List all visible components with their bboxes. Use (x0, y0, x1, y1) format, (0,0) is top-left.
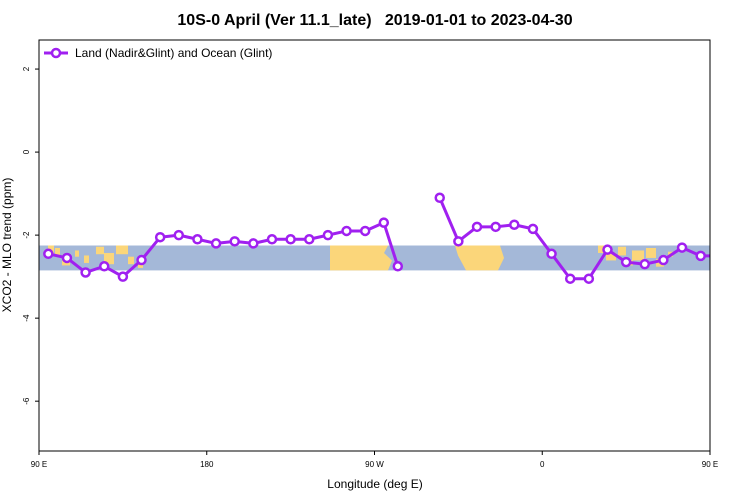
data-point (61, 252, 73, 264)
data-point (136, 254, 147, 266)
data-point (734, 254, 742, 262)
land-patch (55, 247, 60, 256)
plot-area (39, 192, 742, 284)
legend: Land (Nadir&Glint) and Ocean (Glint) (44, 46, 272, 60)
data-point (154, 231, 166, 243)
y-tick-label: 0 (22, 149, 31, 154)
data-point (266, 234, 278, 245)
x-tick-label: 0 (540, 460, 545, 469)
data-point (229, 236, 240, 247)
x-tick-label: 90 E (31, 460, 47, 469)
land-patch (598, 245, 604, 253)
x-axis: 90 E 180 90 W 0 90 E (31, 451, 718, 469)
land-patch (606, 252, 616, 261)
data-point (583, 273, 595, 284)
data-point (564, 273, 576, 284)
y-axis: 2 0 -2 -4 -6 (22, 66, 39, 405)
y-tick-label: -6 (22, 397, 31, 405)
data-point (285, 234, 296, 245)
data-point (392, 261, 404, 272)
data-point (695, 250, 706, 262)
data-point (80, 267, 91, 278)
data-point (509, 219, 520, 230)
data-point (341, 225, 352, 237)
data-point (715, 252, 723, 260)
data-point (359, 225, 371, 237)
chart-title: 10S-0 April (Ver 11.1_late) 2019-01-01 t… (177, 12, 572, 29)
data-point (434, 192, 445, 204)
x-tick-label: 90 E (702, 460, 718, 469)
land-africa (455, 245, 504, 271)
x-tick-label: 180 (200, 460, 214, 469)
land-patch (104, 252, 114, 265)
data-point (173, 229, 185, 241)
data-point (453, 236, 464, 247)
data-point (304, 234, 315, 245)
land-patch (75, 250, 79, 257)
land-patch (646, 247, 656, 258)
y-tick-label: -2 (22, 231, 31, 239)
data-point (210, 238, 222, 249)
data-point (602, 244, 613, 255)
data-point (620, 256, 632, 268)
data-point (43, 248, 54, 260)
series-points (43, 192, 742, 284)
land-patch (84, 255, 89, 263)
land-patch (632, 250, 644, 261)
y-tick-label: 2 (22, 66, 31, 71)
data-point (322, 229, 334, 241)
data-point (546, 248, 557, 260)
data-point (378, 217, 390, 228)
land-patch (96, 246, 104, 255)
data-point (471, 221, 483, 233)
land-patch (128, 256, 134, 265)
legend-entry-label: Land (Nadir&Glint) and Ocean (Glint) (75, 46, 272, 60)
x-tick-label: 90 W (365, 460, 384, 469)
data-point (248, 238, 259, 249)
data-point (490, 221, 501, 233)
data-point (98, 261, 110, 272)
x-axis-label: Longitude (deg E) (327, 477, 422, 491)
data-point (192, 234, 203, 245)
land-patch (138, 262, 143, 268)
data-point (117, 271, 129, 282)
legend-point-swatch (50, 47, 62, 59)
land-patch (618, 246, 626, 256)
data-point (658, 254, 669, 266)
data-point (676, 242, 688, 253)
y-axis-label: XCO2 - MLO trend (ppm) (0, 178, 14, 313)
data-point (527, 223, 539, 235)
y-tick-label: -4 (22, 314, 31, 322)
land-map-strip (48, 245, 673, 271)
land-patch (116, 245, 128, 255)
data-point (639, 258, 651, 270)
land-south-america (330, 245, 392, 271)
